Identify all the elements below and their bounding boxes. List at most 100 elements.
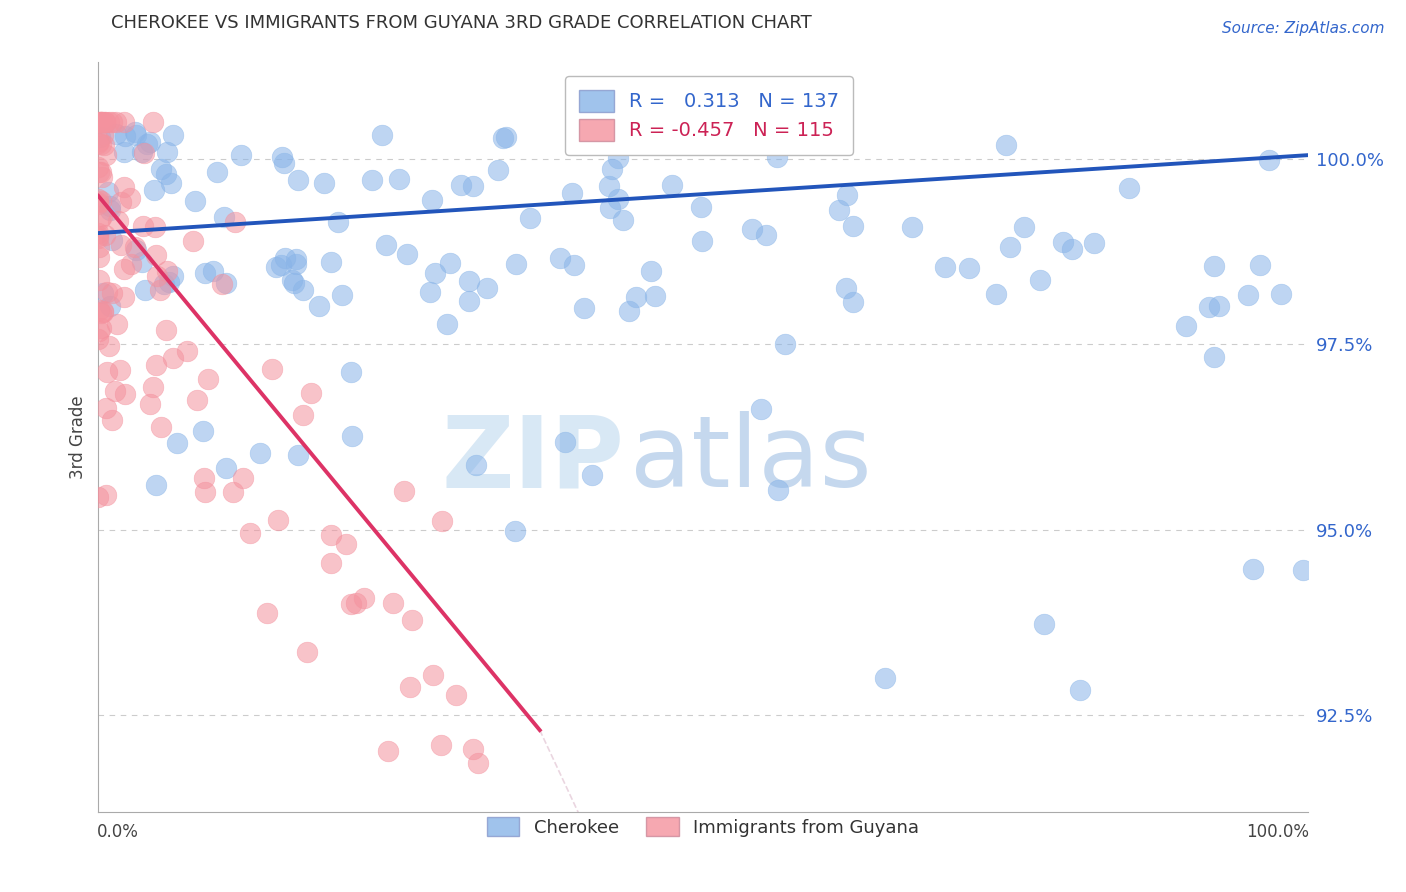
Point [114,128,136,143]
Point [335,537,357,551]
Point [606,151,628,165]
Point [125,244,148,258]
Point [194,266,217,280]
Point [1208,299,1230,313]
Point [87,165,110,179]
Point [598,179,620,194]
Point [1012,219,1035,234]
Point [162,268,184,283]
Point [283,276,305,290]
Point [120,191,142,205]
Point [112,179,135,194]
Point [94,115,117,129]
Point [495,129,517,144]
Point [194,484,217,499]
Point [90,209,112,223]
Point [87,231,110,245]
Point [184,194,207,209]
Point [108,363,131,377]
Point [114,386,136,401]
Point [308,299,330,313]
Point [87,115,110,129]
Point [239,525,262,540]
Point [388,171,411,186]
Point [231,147,253,161]
Point [291,283,314,297]
Point [1198,300,1220,314]
Point [87,194,110,209]
Point [554,435,576,450]
Point [1000,240,1022,254]
Point [91,115,114,129]
Point [422,820,444,834]
Point [97,339,120,353]
Point [1052,235,1074,250]
Point [89,115,111,129]
Point [582,136,605,151]
Point [91,305,114,319]
Point [143,219,166,234]
Point [1083,236,1105,251]
Point [422,668,444,682]
Point [87,229,110,244]
Point [104,384,127,399]
Point [222,484,245,499]
Point [600,161,623,176]
Point [401,614,423,628]
Point [429,738,451,752]
Point [430,514,453,528]
Point [110,194,132,209]
Point [766,150,789,164]
Point [1258,153,1281,168]
Point [766,483,789,497]
Point [572,301,595,315]
Point [143,183,166,197]
Point [145,268,167,283]
Point [353,591,375,605]
Point [87,490,110,504]
Point [139,397,162,411]
Point [395,247,418,261]
Point [741,222,763,236]
Point [162,351,184,365]
Point [214,210,236,224]
Point [87,160,110,174]
Point [224,215,246,229]
Point [502,820,524,834]
Point [87,324,110,338]
Point [193,471,215,485]
Point [162,128,184,143]
Point [377,744,399,758]
Point [486,162,509,177]
Point [287,173,309,187]
Point [339,365,361,379]
Point [607,192,630,206]
Point [94,148,117,162]
Point [901,219,924,234]
Point [96,285,118,299]
Point [995,137,1018,152]
Point [450,178,472,192]
Point [131,219,153,234]
Point [87,196,110,211]
Point [361,173,384,187]
Point [155,167,177,181]
Point [87,250,110,264]
Point [287,448,309,462]
Point [1204,350,1226,364]
Point [297,645,319,659]
Point [90,194,112,208]
Point [142,379,165,393]
Point [155,322,177,336]
Point [96,365,118,379]
Point [131,254,153,268]
Point [104,115,127,129]
Point [232,471,254,485]
Point [157,275,180,289]
Text: 0.0%: 0.0% [97,822,139,841]
Point [124,125,146,139]
Point [90,115,112,129]
Point [89,303,111,318]
Point [153,277,176,292]
Point [145,359,167,373]
